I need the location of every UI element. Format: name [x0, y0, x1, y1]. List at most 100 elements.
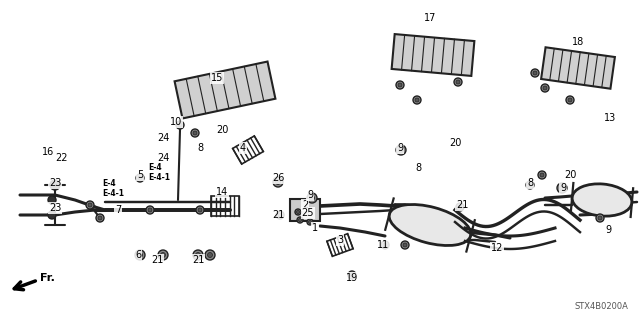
Circle shape [207, 253, 212, 257]
Circle shape [454, 78, 462, 86]
Text: 21: 21 [272, 210, 284, 220]
Circle shape [598, 216, 602, 220]
Circle shape [176, 121, 184, 129]
Circle shape [148, 208, 152, 212]
Circle shape [456, 80, 460, 84]
Ellipse shape [572, 184, 632, 216]
Text: 9: 9 [397, 143, 403, 153]
Circle shape [403, 243, 407, 247]
Circle shape [541, 84, 549, 92]
Text: 15: 15 [211, 73, 223, 83]
Circle shape [86, 201, 94, 209]
Circle shape [310, 196, 314, 201]
Circle shape [307, 193, 317, 203]
Circle shape [559, 186, 564, 190]
Text: E-4-1: E-4-1 [102, 189, 124, 197]
Circle shape [383, 243, 387, 247]
Text: 7: 7 [115, 205, 121, 215]
Circle shape [48, 196, 56, 204]
Text: 21: 21 [151, 255, 163, 265]
Text: 23: 23 [49, 178, 61, 188]
Text: 20: 20 [449, 138, 461, 148]
Circle shape [295, 209, 301, 215]
Text: E-4: E-4 [148, 164, 162, 173]
Circle shape [297, 217, 303, 223]
Text: 12: 12 [491, 243, 503, 253]
Text: 9: 9 [307, 190, 313, 200]
Circle shape [50, 180, 60, 190]
Text: 10: 10 [170, 117, 182, 127]
Text: 8: 8 [197, 143, 203, 153]
Text: 3: 3 [337, 235, 343, 245]
Polygon shape [392, 34, 474, 76]
Text: 22: 22 [56, 153, 68, 163]
Circle shape [96, 214, 104, 222]
Polygon shape [175, 62, 275, 118]
Circle shape [401, 241, 409, 249]
Circle shape [193, 131, 197, 135]
Circle shape [307, 219, 313, 225]
Circle shape [413, 96, 421, 104]
Circle shape [568, 98, 572, 102]
Circle shape [543, 86, 547, 90]
Text: 24: 24 [157, 133, 169, 143]
Polygon shape [541, 47, 615, 89]
Text: Fr.: Fr. [40, 273, 55, 283]
Circle shape [456, 203, 464, 211]
Circle shape [48, 211, 56, 219]
Text: 17: 17 [424, 13, 436, 23]
Text: 8: 8 [527, 178, 533, 188]
Circle shape [138, 253, 143, 257]
Circle shape [195, 253, 200, 257]
Text: 24: 24 [157, 153, 169, 163]
Text: 21: 21 [456, 200, 468, 210]
Circle shape [136, 174, 144, 182]
Circle shape [557, 183, 567, 193]
Text: 19: 19 [346, 273, 358, 283]
Circle shape [276, 211, 284, 219]
Circle shape [298, 219, 301, 221]
Circle shape [135, 250, 145, 260]
Text: 9: 9 [560, 183, 566, 193]
Circle shape [158, 250, 168, 260]
Circle shape [198, 208, 202, 212]
Circle shape [275, 180, 280, 184]
Circle shape [538, 171, 546, 179]
Circle shape [348, 271, 356, 279]
Bar [290, 199, 320, 221]
Circle shape [596, 214, 604, 222]
Circle shape [531, 69, 539, 77]
Text: 1: 1 [312, 223, 318, 233]
Circle shape [296, 211, 300, 213]
Text: 5: 5 [137, 170, 143, 180]
Text: STX4B0200A: STX4B0200A [574, 302, 628, 311]
Circle shape [308, 220, 312, 224]
Circle shape [205, 250, 215, 260]
Circle shape [350, 273, 354, 277]
Circle shape [191, 129, 199, 137]
Circle shape [540, 173, 544, 177]
Text: 13: 13 [604, 113, 616, 123]
Circle shape [161, 253, 166, 257]
Circle shape [138, 176, 142, 180]
Text: 11: 11 [377, 240, 389, 250]
Text: 6: 6 [135, 250, 141, 260]
Text: 25: 25 [301, 208, 314, 218]
Circle shape [396, 145, 406, 155]
Circle shape [381, 241, 389, 249]
Circle shape [396, 81, 404, 89]
Ellipse shape [389, 204, 471, 246]
Circle shape [398, 83, 402, 87]
Text: 14: 14 [216, 187, 228, 197]
Circle shape [273, 177, 283, 187]
Text: 20: 20 [564, 170, 576, 180]
Text: E-4: E-4 [102, 179, 116, 188]
Text: 23: 23 [49, 203, 61, 213]
Text: 20: 20 [216, 125, 228, 135]
Text: 16: 16 [42, 147, 54, 157]
Circle shape [458, 205, 462, 209]
Circle shape [193, 250, 203, 260]
Circle shape [399, 147, 403, 152]
Circle shape [528, 183, 532, 187]
Text: E-4-1: E-4-1 [148, 174, 170, 182]
